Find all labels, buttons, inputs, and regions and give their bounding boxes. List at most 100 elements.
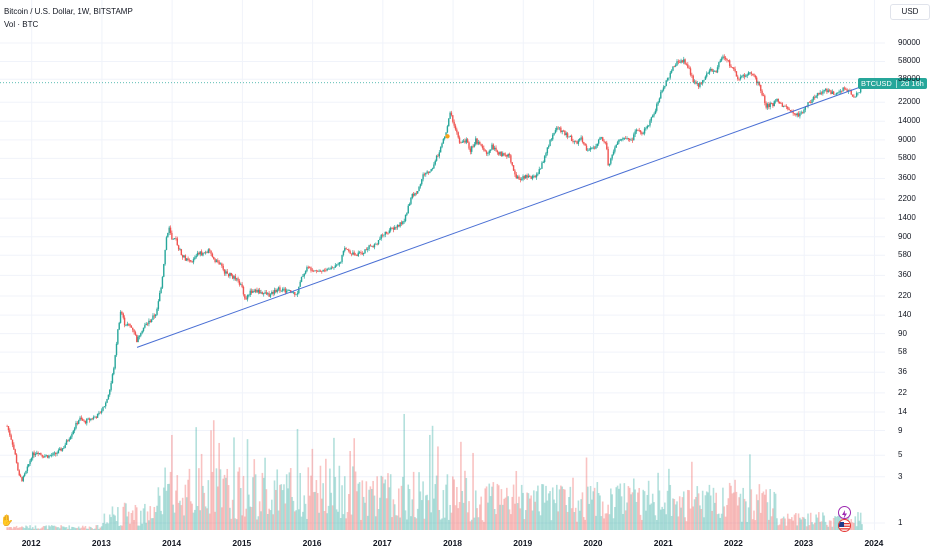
candle-body	[173, 238, 176, 239]
candle-body	[619, 139, 621, 141]
candle-body	[635, 129, 638, 132]
y-tick-label: 220	[898, 291, 912, 301]
volume-bar	[514, 503, 516, 530]
volume-bar	[365, 481, 368, 530]
volume-bar	[391, 517, 393, 530]
volume-bar	[403, 413, 405, 530]
candle-body	[272, 292, 274, 294]
candle-body	[9, 430, 11, 436]
candle-body	[815, 95, 817, 98]
volume-bar	[397, 488, 400, 530]
candle-body	[294, 292, 296, 295]
event-marker[interactable]	[445, 134, 450, 139]
candle-body	[693, 81, 696, 83]
volume-bar	[830, 520, 832, 530]
volume-bar	[404, 510, 407, 530]
candle-body	[557, 127, 559, 129]
candle-body	[722, 56, 724, 59]
volume-bar	[441, 518, 443, 530]
volume-bar	[804, 518, 807, 530]
volume-bar	[593, 487, 596, 530]
volume-bar	[859, 512, 862, 530]
volume-bar	[330, 492, 333, 530]
candle-body	[510, 155, 512, 163]
lightning-icon[interactable]	[838, 506, 851, 519]
candle-body	[801, 112, 804, 114]
x-tick-label: 2022	[724, 538, 743, 548]
candle-body	[835, 93, 838, 95]
candle-body	[738, 79, 740, 80]
trendline[interactable]	[136, 86, 862, 348]
candle-body	[414, 193, 416, 196]
volume-bar	[612, 518, 615, 530]
volume-bar	[832, 517, 835, 530]
volume-bar	[850, 519, 853, 530]
candle-body	[45, 455, 47, 456]
volume-bar	[523, 519, 526, 530]
volume-bar	[214, 511, 216, 530]
volume-bar	[680, 507, 682, 530]
candle-body	[61, 448, 64, 451]
candle-body	[92, 417, 95, 419]
candle-body	[620, 139, 623, 141]
volume-bar	[322, 483, 324, 530]
candle-body	[175, 238, 177, 239]
candle-body	[90, 418, 92, 421]
candle-body	[568, 136, 570, 138]
volume-bar	[218, 442, 220, 530]
volume-bar	[306, 518, 308, 530]
volume-bar	[500, 489, 503, 530]
candle-body	[697, 83, 700, 87]
volume-bar	[127, 511, 130, 530]
candle-body	[485, 151, 488, 154]
volume-bar	[623, 483, 626, 530]
volume-bar	[780, 518, 782, 530]
candle-body	[407, 205, 409, 214]
currency-button[interactable]: USD	[890, 4, 930, 20]
candle-body	[194, 257, 196, 260]
candle-body	[237, 278, 239, 281]
volume-bar	[100, 526, 103, 530]
candle-body	[816, 93, 819, 96]
volume-bar	[357, 483, 360, 530]
volume-bar	[565, 505, 568, 530]
candle-body	[19, 475, 22, 477]
candle-body	[159, 293, 161, 302]
volume-bar	[149, 506, 152, 530]
volume-bar	[508, 509, 511, 530]
candle-body	[315, 270, 318, 271]
candle-body	[685, 63, 688, 65]
volume-bar	[113, 514, 115, 530]
candle-body	[512, 165, 515, 171]
volume-bar	[98, 528, 100, 530]
candle-body	[130, 325, 133, 328]
hand-icon[interactable]: ✋	[0, 515, 14, 527]
candle-body	[668, 77, 670, 79]
volume-bar	[342, 514, 345, 530]
candle-body	[423, 174, 426, 175]
volume-bar	[728, 482, 731, 530]
candle-body	[94, 416, 96, 418]
volume-bar	[792, 520, 794, 530]
volume-bar	[438, 509, 441, 530]
candle-body	[661, 90, 663, 93]
volume-bar	[461, 491, 464, 530]
volume-bar	[376, 476, 378, 530]
candle-body	[665, 80, 667, 86]
x-tick-label: 2016	[302, 538, 322, 548]
volume-bar	[811, 522, 813, 530]
volume-bar	[627, 486, 630, 530]
candle-body	[550, 139, 553, 140]
flag-icon[interactable]	[838, 519, 851, 532]
volume-bar	[657, 472, 659, 530]
candle-body	[850, 90, 852, 95]
x-tick-label: 2014	[162, 538, 182, 548]
candle-body	[585, 145, 588, 151]
candle-body	[845, 88, 847, 90]
y-tick-label: 58000	[898, 56, 921, 66]
candle-body	[387, 233, 389, 234]
candle-body	[552, 134, 554, 140]
volume-bar	[349, 450, 351, 530]
